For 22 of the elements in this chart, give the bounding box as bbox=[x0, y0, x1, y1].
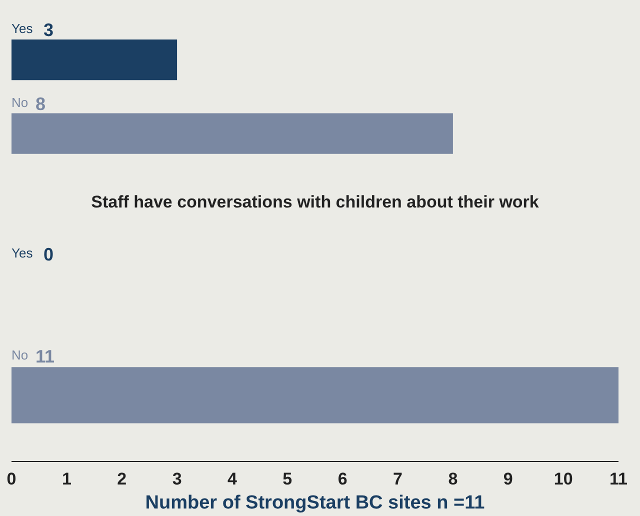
x-tick-label: 4 bbox=[228, 470, 238, 488]
x-tick-label: 5 bbox=[282, 470, 292, 488]
category-label: Yes bbox=[12, 245, 33, 260]
chart-title: Staff have conversations with children about their work bbox=[91, 192, 540, 212]
x-tick-label: 3 bbox=[172, 470, 182, 488]
category-label: Yes bbox=[12, 21, 33, 36]
x-tick-label: 1 bbox=[62, 470, 72, 488]
category-label: No bbox=[12, 347, 28, 362]
data-label: 11 bbox=[36, 346, 55, 366]
x-tick-label: 11 bbox=[610, 470, 628, 488]
x-tick-label: 0 bbox=[6, 470, 16, 488]
x-tick-label: 7 bbox=[393, 470, 403, 488]
x-tick-label: 6 bbox=[338, 470, 348, 488]
category-label: No bbox=[12, 94, 28, 110]
x-axis-title: Number of StrongStart BC sites n =11 bbox=[145, 492, 486, 514]
data-label: 3 bbox=[44, 20, 54, 40]
x-tick-label: 10 bbox=[554, 470, 573, 488]
data-label: 8 bbox=[36, 94, 46, 114]
data-label: 0 bbox=[44, 244, 54, 264]
x-tick-label: 2 bbox=[117, 470, 127, 488]
x-tick-label: 8 bbox=[448, 470, 458, 488]
x-tick-label: 9 bbox=[503, 470, 513, 488]
